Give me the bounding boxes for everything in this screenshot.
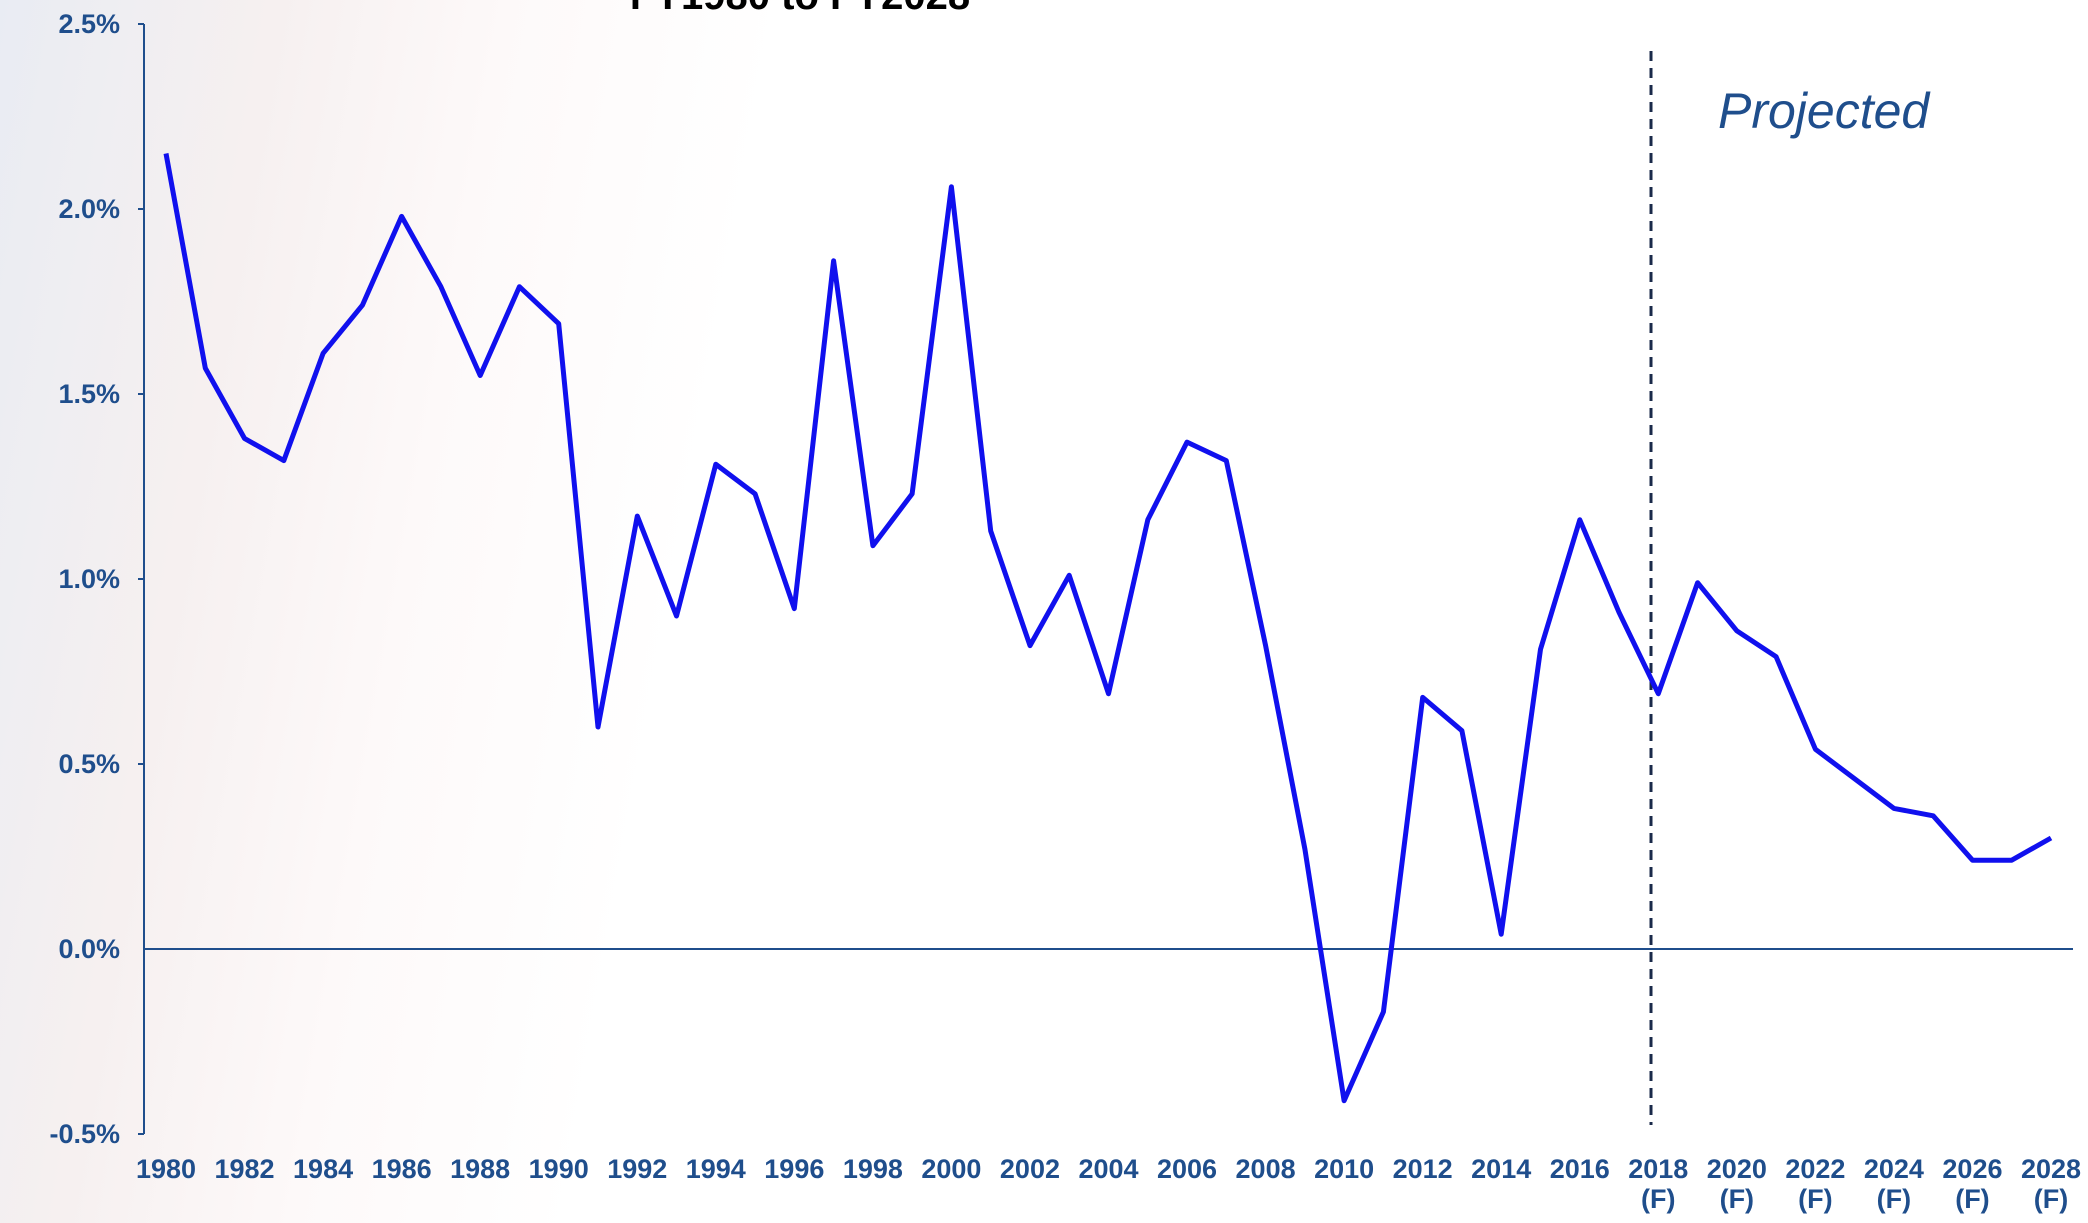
- x-tick-label: 1992: [607, 1154, 668, 1184]
- x-tick-label: 1994: [685, 1154, 746, 1184]
- x-tick-label: 1990: [528, 1154, 589, 1184]
- y-tick-label: 1.5%: [58, 379, 120, 409]
- x-tick-label: 1988: [450, 1154, 511, 1184]
- y-tick-label: 2.0%: [58, 194, 120, 224]
- x-tick-label: 1982: [214, 1154, 275, 1184]
- x-tick-label: 2018 (F): [1628, 1154, 1689, 1214]
- x-tick-label: 2006: [1156, 1154, 1218, 1184]
- x-tick-label: 2002: [999, 1154, 1060, 1184]
- x-tick-label: 2016: [1549, 1154, 1610, 1184]
- x-tick-label: 2014: [1471, 1154, 1532, 1184]
- x-tick-label: 2028 (F): [2020, 1154, 2082, 1214]
- y-tick-label: 2.5%: [58, 9, 120, 39]
- x-tick-label: 2008: [1235, 1154, 1296, 1184]
- data-line: [163, 153, 2053, 1104]
- x-tick-label: 1998: [842, 1154, 903, 1184]
- chart-title: FY1980 to FY2028: [0, 0, 1600, 19]
- x-tick-label: 2004: [1078, 1154, 1139, 1184]
- y-tick-label: 0.0%: [58, 934, 120, 964]
- x-tick-label: 1996: [764, 1154, 825, 1184]
- x-tick-label: 2024 (F): [1863, 1154, 1924, 1214]
- x-tick-label: 1986: [371, 1154, 432, 1184]
- annotation: Projected: [1718, 83, 1930, 139]
- x-tick-label: 2010: [1314, 1154, 1375, 1184]
- x-tick-label: 2022 (F): [1785, 1154, 1846, 1214]
- x-tick-label: 2026 (F): [1942, 1154, 2003, 1214]
- x-tick-label: 2000: [921, 1154, 982, 1184]
- y-tick-label: 1.0%: [58, 564, 120, 594]
- x-tick-label: 2012: [1392, 1154, 1453, 1184]
- x-tick-label: 2020 (F): [1706, 1154, 1767, 1214]
- x-tick-label: 1980: [135, 1154, 197, 1184]
- x-tick-label: 1984: [293, 1154, 354, 1184]
- y-tick-label: -0.5%: [49, 1119, 120, 1149]
- y-tick-label: 0.5%: [58, 749, 120, 779]
